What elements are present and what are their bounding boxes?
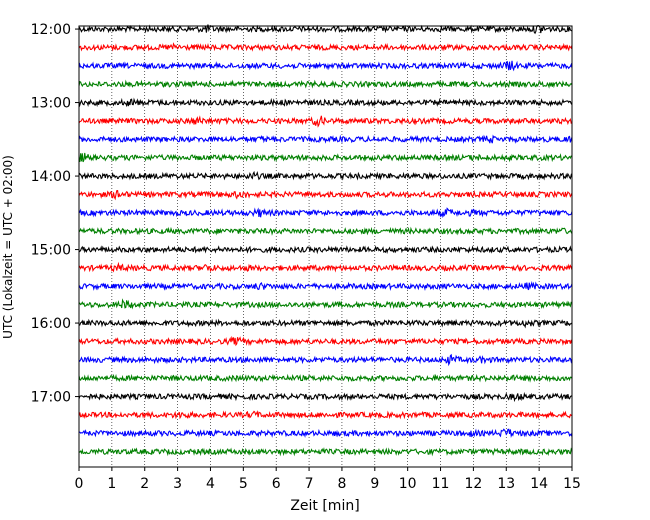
x-grid-lines <box>111 26 540 467</box>
x-tick-label: 10 <box>399 476 417 492</box>
seismic-trace <box>78 261 573 273</box>
seismic-trace <box>78 447 573 457</box>
seismic-trace <box>78 280 573 292</box>
x-tick-label: 0 <box>75 476 84 492</box>
x-tick-label: 9 <box>370 476 379 492</box>
x-tick-label: 12 <box>464 476 482 492</box>
seismic-trace <box>78 152 573 163</box>
y-tick-label: 17:00 <box>31 390 71 406</box>
x-tick-label: 2 <box>140 476 149 492</box>
plot-frame <box>78 25 573 468</box>
x-tick-label: 8 <box>337 476 346 492</box>
seismic-trace <box>78 189 573 201</box>
seismic-trace <box>78 79 573 89</box>
x-tick-label: 14 <box>530 476 548 492</box>
seismic-trace <box>78 298 573 310</box>
seismic-trace <box>78 115 573 128</box>
y-tick-label: 15:00 <box>31 243 71 259</box>
x-tick-label: 3 <box>173 476 182 492</box>
seismic-trace <box>78 24 573 35</box>
seismic-trace <box>78 373 573 383</box>
y-tick-label: 12:00 <box>31 22 71 38</box>
seismic-trace <box>78 245 573 255</box>
seismic-trace <box>78 97 573 108</box>
seismic-traces <box>78 24 573 457</box>
seismic-trace <box>78 42 573 52</box>
seismic-trace <box>78 170 573 181</box>
seismic-trace <box>78 318 573 329</box>
y-axis-label: UTC (Lokalzeit = UTC + 02:00) <box>1 155 15 339</box>
x-tick-label: 5 <box>239 476 248 492</box>
x-tick-label: 11 <box>432 476 450 492</box>
x-tick-label: 4 <box>206 476 215 492</box>
y-tick-label: 14:00 <box>31 169 71 185</box>
x-axis-ticks: 0 1 2 3 4 5 6 7 8 9 10 11 12 13 14 15 <box>75 467 581 492</box>
x-tick-label: 7 <box>305 476 314 492</box>
y-tick-label: 16:00 <box>31 316 71 332</box>
x-axis-label: Zeit [min] <box>290 498 359 514</box>
x-tick-label: 6 <box>272 476 281 492</box>
seismic-trace <box>78 60 573 72</box>
seismic-trace <box>78 335 573 347</box>
seismic-trace <box>78 353 573 367</box>
seismic-trace <box>78 134 573 144</box>
seismic-trace <box>78 226 573 236</box>
y-axis-ticks: 12:00 13:00 14:00 15:00 16:00 17:00 <box>31 22 79 406</box>
seismic-trace <box>78 410 573 420</box>
x-tick-label: 1 <box>107 476 116 492</box>
x-tick-label: 15 <box>563 476 581 492</box>
seismic-trace <box>78 207 573 219</box>
seismic-trace <box>78 428 573 439</box>
y-tick-label: 13:00 <box>31 96 71 112</box>
seismic-trace <box>78 391 573 403</box>
x-tick-label: 13 <box>497 476 515 492</box>
